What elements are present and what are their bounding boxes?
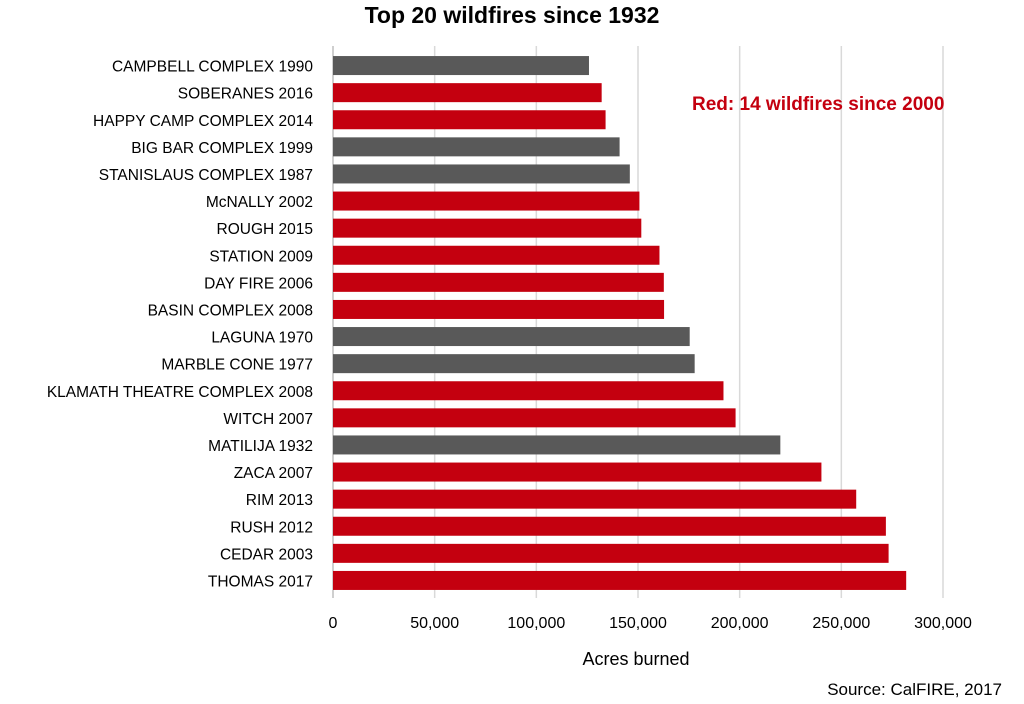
x-tick-label: 150,000 [609, 615, 667, 632]
category-label: ROUGH 2015 [217, 221, 313, 238]
category-label: DAY FIRE 2006 [204, 275, 313, 292]
bar [333, 516, 886, 536]
bar [333, 570, 907, 590]
category-label: KLAMATH THEATRE COMPLEX 2008 [47, 384, 313, 401]
category-label: RUSH 2012 [230, 519, 313, 536]
bar [333, 327, 690, 347]
bar [333, 245, 660, 265]
x-tick-label: 300,000 [914, 615, 972, 632]
bar [333, 110, 606, 130]
bar [333, 543, 889, 563]
x-tick-label: 0 [329, 615, 338, 632]
annotation: Red: 14 wildfires since 2000 [692, 94, 945, 115]
bar [333, 381, 724, 401]
x-tick-label: 100,000 [507, 615, 565, 632]
bar [333, 83, 602, 103]
bar [333, 489, 857, 509]
category-label: CAMPBELL COMPLEX 1990 [112, 59, 313, 76]
category-label: STANISLAUS COMPLEX 1987 [99, 167, 313, 184]
category-label: McNALLY 2002 [206, 194, 313, 211]
category-label: BASIN COMPLEX 2008 [148, 302, 313, 319]
bar [333, 218, 642, 238]
category-label: LAGUNA 1970 [211, 330, 313, 347]
category-label: MATILIJA 1932 [208, 438, 313, 455]
category-label: ZACA 2007 [234, 465, 313, 482]
bar [333, 299, 665, 319]
category-label: SOBERANES 2016 [178, 86, 313, 103]
category-label: STATION 2009 [209, 248, 313, 265]
x-tick-label: 50,000 [410, 615, 459, 632]
category-label: BIG BAR COMPLEX 1999 [131, 140, 313, 157]
category-label: MARBLE CONE 1977 [161, 357, 313, 374]
bar [333, 272, 664, 292]
category-label: THOMAS 2017 [208, 573, 313, 590]
bar [333, 164, 630, 184]
bar [333, 354, 695, 374]
x-axis-label: Acres burned [582, 649, 689, 669]
bar [333, 462, 822, 482]
bar [333, 435, 781, 455]
bar [333, 191, 640, 211]
bar [333, 56, 589, 76]
chart-title: Top 20 wildfires since 1932 [364, 2, 660, 28]
bar [333, 137, 620, 157]
x-tick-label: 250,000 [812, 615, 870, 632]
x-tick-label: 200,000 [711, 615, 769, 632]
source-note: Source: CalFIRE, 2017 [827, 680, 1002, 699]
bar [333, 408, 736, 428]
category-label: HAPPY CAMP COMPLEX 2014 [93, 113, 313, 130]
category-label: CEDAR 2003 [220, 546, 313, 563]
category-label: RIM 2013 [246, 492, 313, 509]
category-label: WITCH 2007 [223, 411, 313, 428]
